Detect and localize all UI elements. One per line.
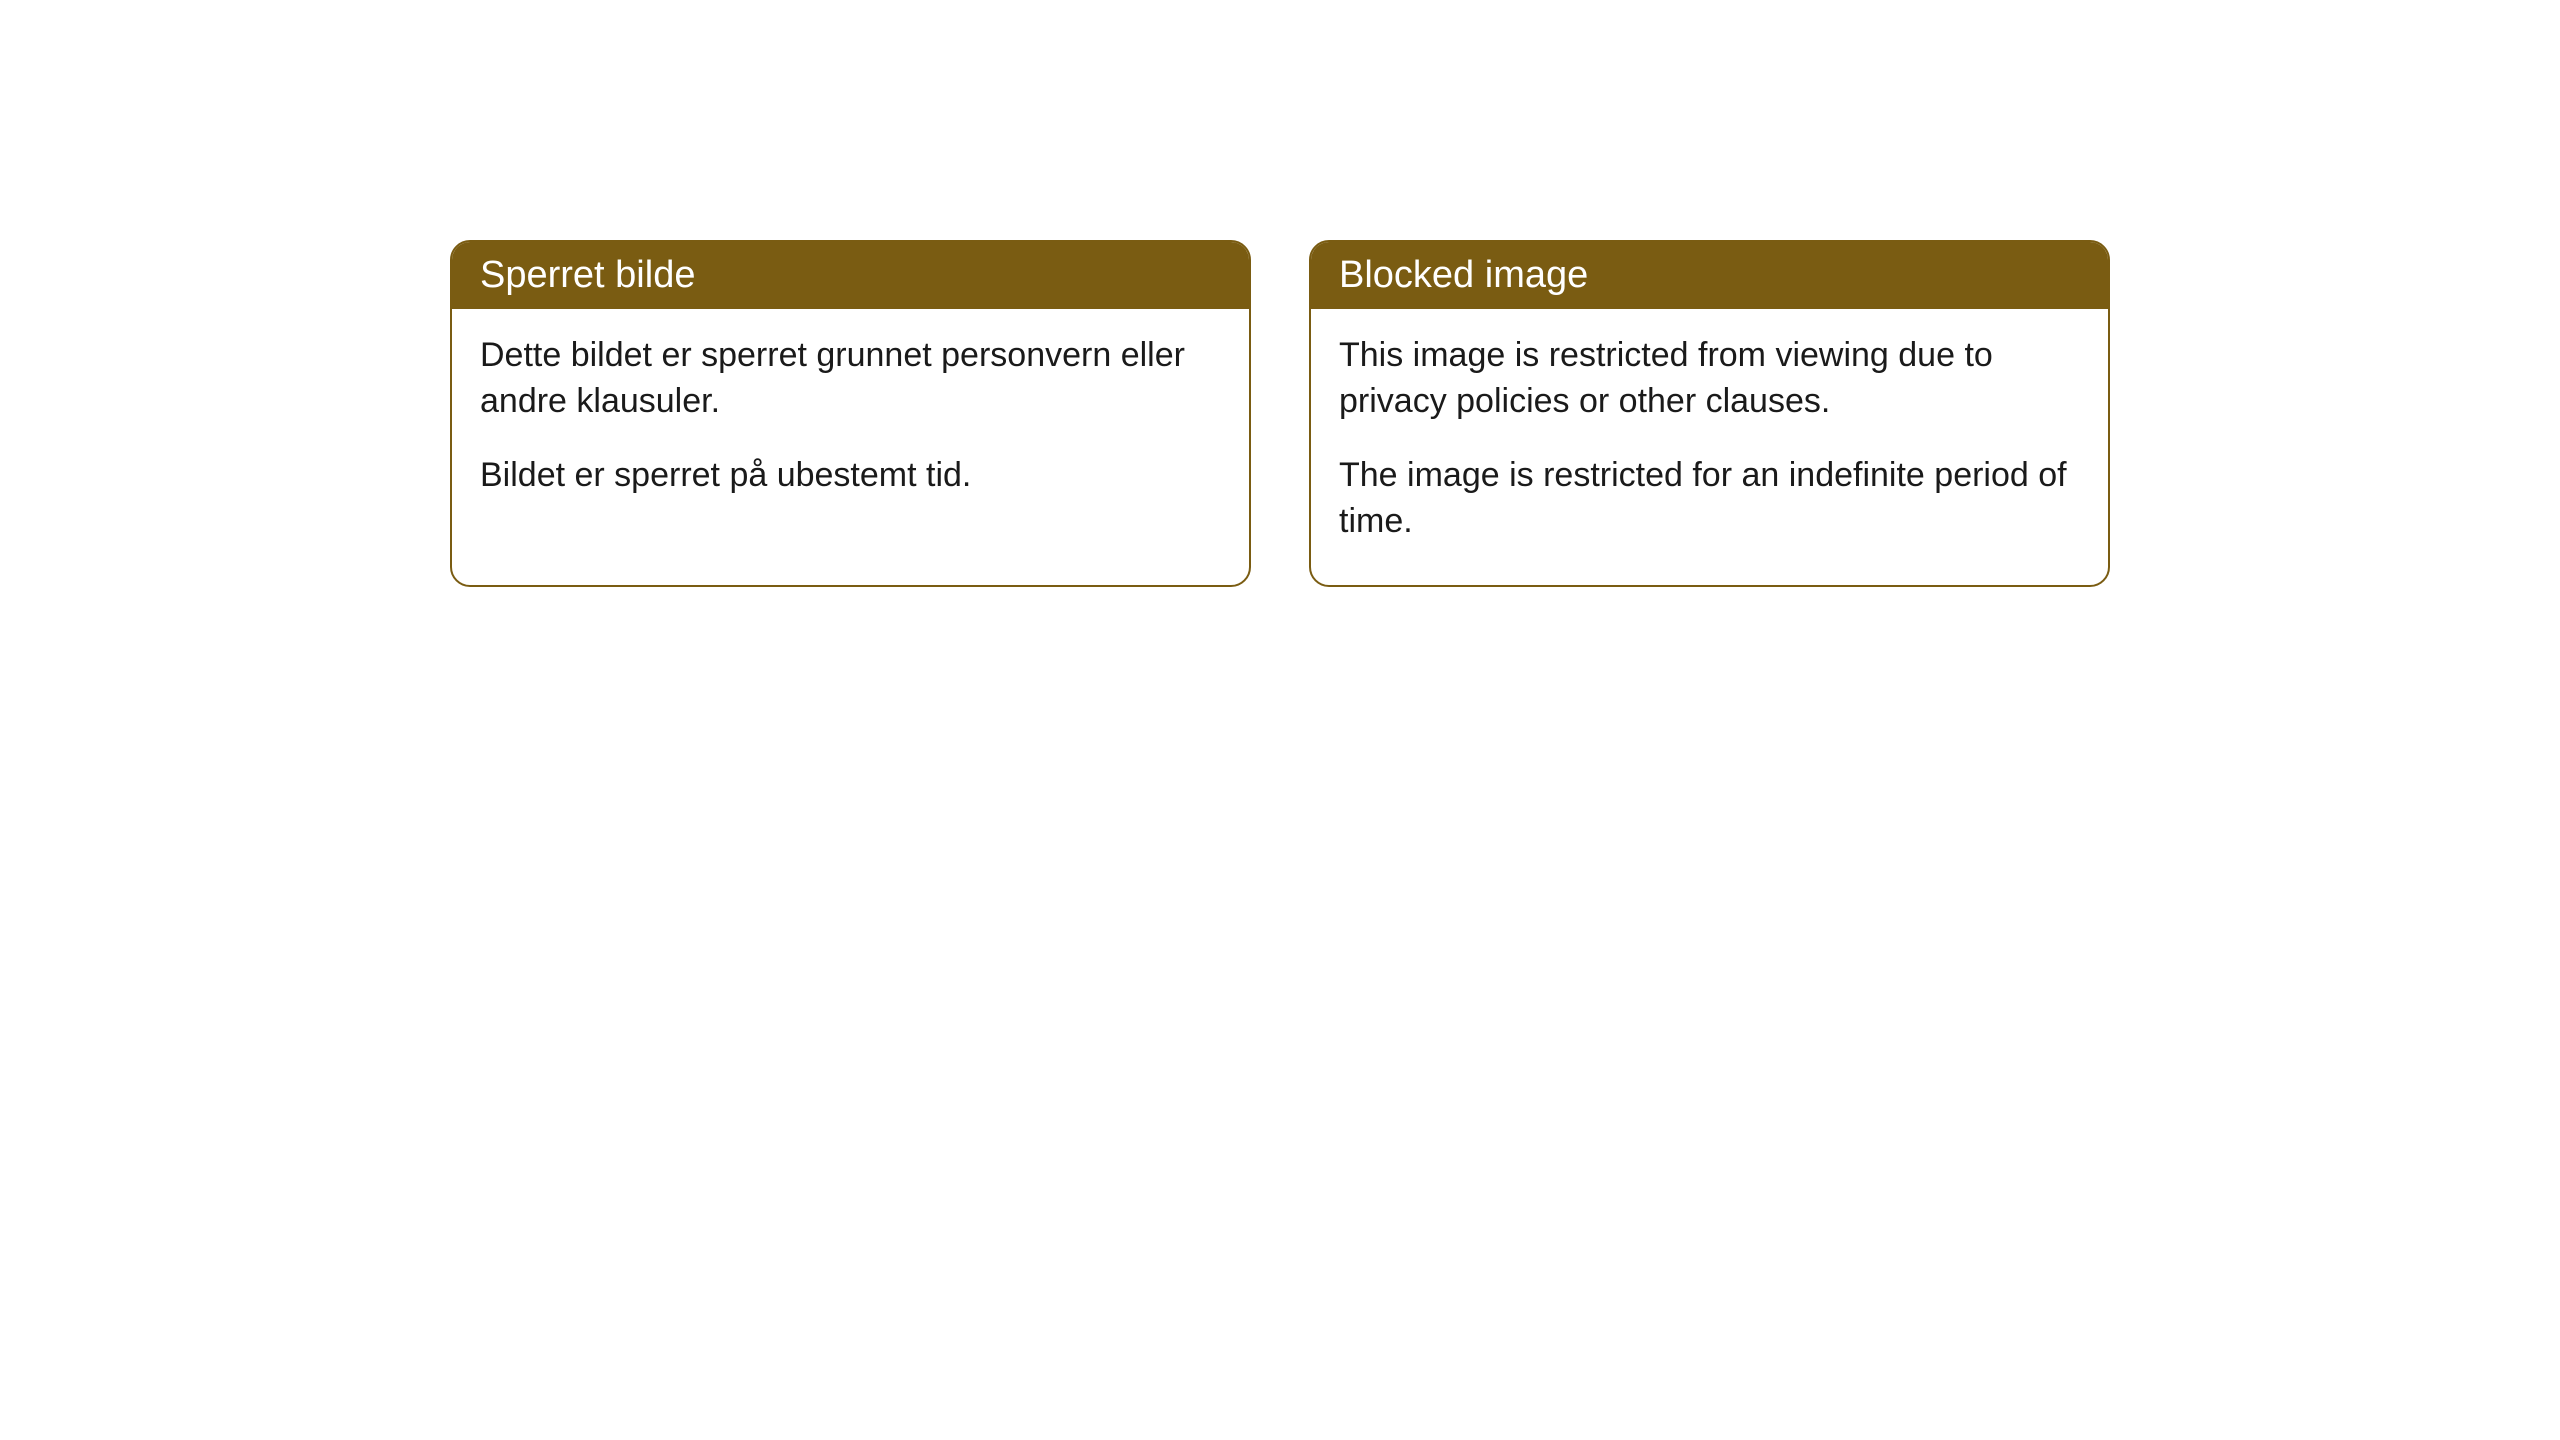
card-paragraph: The image is restricted for an indefinit… [1339, 453, 2080, 545]
notice-card-norwegian: Sperret bilde Dette bildet er sperret gr… [450, 240, 1251, 587]
card-paragraph: Dette bildet er sperret grunnet personve… [480, 333, 1221, 425]
card-title: Blocked image [1339, 254, 1588, 296]
card-header: Sperret bilde [452, 242, 1249, 309]
card-title: Sperret bilde [480, 254, 695, 296]
card-body: Dette bildet er sperret grunnet personve… [452, 309, 1249, 539]
card-body: This image is restricted from viewing du… [1311, 309, 2108, 585]
notice-card-english: Blocked image This image is restricted f… [1309, 240, 2110, 587]
notice-cards-container: Sperret bilde Dette bildet er sperret gr… [450, 240, 2110, 587]
card-paragraph: Bildet er sperret på ubestemt tid. [480, 453, 1221, 499]
card-header: Blocked image [1311, 242, 2108, 309]
card-paragraph: This image is restricted from viewing du… [1339, 333, 2080, 425]
